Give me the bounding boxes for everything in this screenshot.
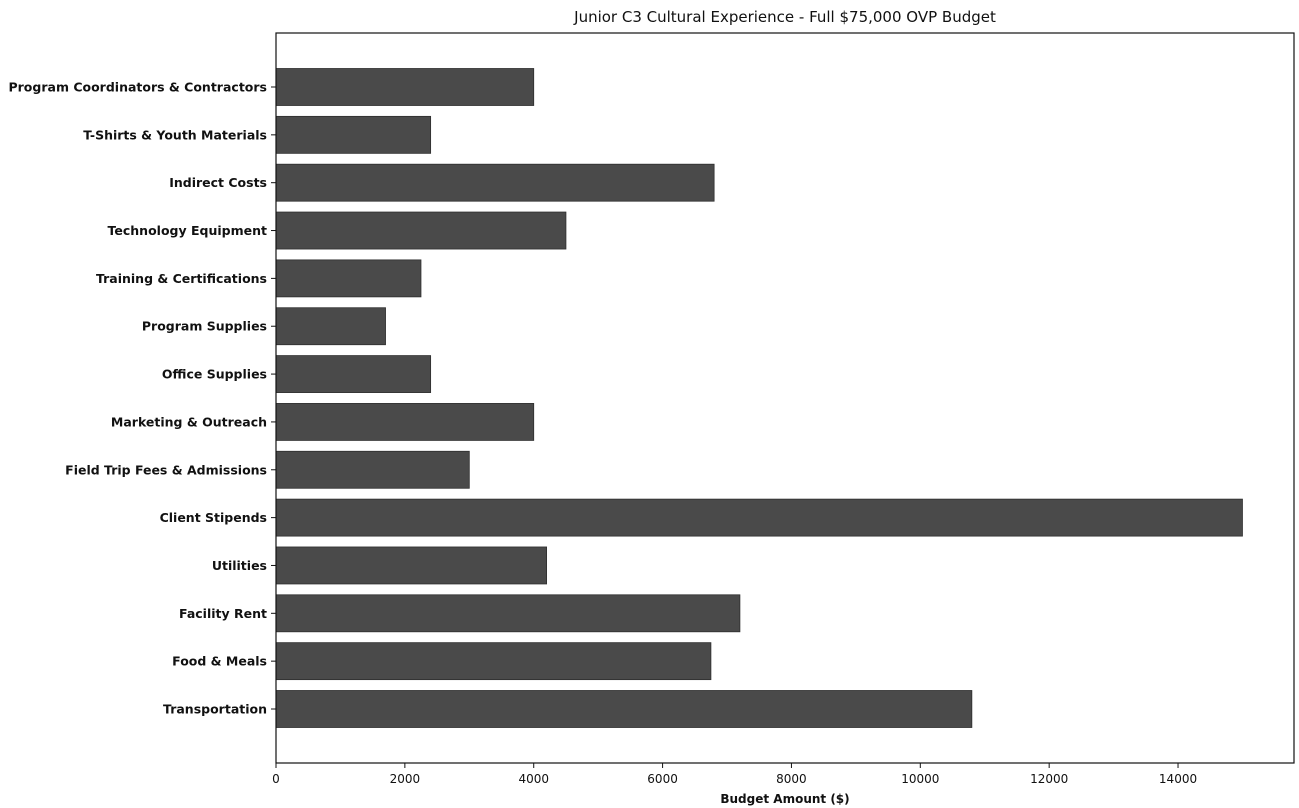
bars-group <box>275 68 1243 728</box>
x-axis: 0 2000 4000 6000 8000 10000 12000 14000 <box>272 763 1197 786</box>
x-tick-label: 14000 <box>1159 772 1197 786</box>
category-label: Facility Rent <box>179 606 267 621</box>
bar-transportation <box>275 690 973 728</box>
x-tick-label: 10000 <box>901 772 939 786</box>
bar-t-shirts-and-youth-materials <box>275 115 432 154</box>
bar-utilities <box>275 546 548 585</box>
category-label: Client Stipends <box>160 510 267 525</box>
x-tick-label: 2000 <box>390 772 421 786</box>
category-label: Transportation <box>163 702 267 717</box>
x-axis-label: Budget Amount ($) <box>720 792 849 806</box>
x-tick-label: 8000 <box>776 772 807 786</box>
category-label: Office Supplies <box>162 367 267 382</box>
bar-program-coordinators-and-contractors <box>275 68 535 106</box>
bar-client-stipends <box>275 498 1243 537</box>
bar-program-supplies <box>275 307 386 346</box>
x-tick-label: 12000 <box>1030 772 1068 786</box>
category-label: Training & Certifications <box>96 271 267 286</box>
bar-food-and-meals <box>275 642 712 681</box>
category-label: Indirect Costs <box>169 175 267 190</box>
category-label: Technology Equipment <box>108 223 267 238</box>
bar-facility-rent <box>275 594 741 633</box>
bar-technology-equipment <box>275 211 567 250</box>
category-label: Field Trip Fees & Admissions <box>65 462 267 477</box>
plot-frame <box>275 32 1295 764</box>
x-tick-label: 0 <box>272 772 280 786</box>
bar-indirect-costs <box>275 163 715 202</box>
category-label: Program Coordinators & Contractors <box>8 80 267 95</box>
x-tick-label: 4000 <box>518 772 549 786</box>
category-label: Utilities <box>212 558 267 573</box>
bar-office-supplies <box>275 355 432 393</box>
category-label: Program Supplies <box>142 319 267 334</box>
x-tick-label: 6000 <box>647 772 678 786</box>
bar-marketing-and-outreach <box>275 403 535 441</box>
category-label: T-Shirts & Youth Materials <box>83 127 267 142</box>
category-label: Food & Meals <box>172 654 267 669</box>
category-label: Marketing & Outreach <box>111 414 267 429</box>
y-axis: Program Coordinators & Contractors T-Shir… <box>8 80 276 717</box>
chart-title: Junior C3 Cultural Experience - Full $75… <box>573 8 996 26</box>
bar-field-trip-fees-and-admissions <box>275 450 470 489</box>
bar-training-and-certifications <box>275 259 422 298</box>
